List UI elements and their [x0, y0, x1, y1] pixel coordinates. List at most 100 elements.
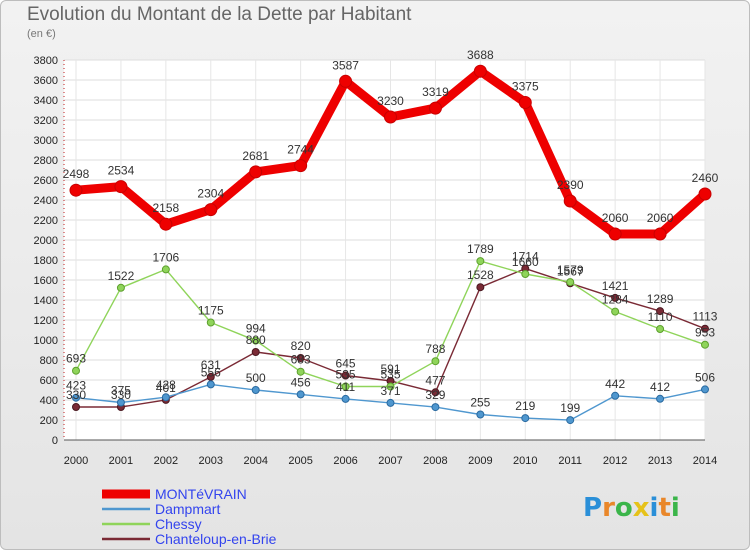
data-point: [384, 110, 397, 124]
x-tick-label: 2006: [333, 455, 357, 467]
data-label: 255: [470, 396, 490, 410]
logo-letter: i: [671, 493, 680, 523]
data-label: 219: [515, 399, 535, 413]
data-point: [566, 416, 575, 425]
data-label: 500: [246, 371, 266, 385]
data-label: 535: [336, 368, 356, 382]
data-label: 1579: [557, 263, 584, 277]
data-label: 3230: [377, 94, 404, 108]
data-label: 2060: [647, 211, 674, 225]
data-label: 1789: [467, 242, 494, 256]
data-point: [566, 278, 575, 287]
data-point: [521, 414, 530, 423]
data-label: 2158: [153, 201, 180, 215]
data-point: [431, 388, 440, 397]
data-point: [341, 371, 350, 380]
proxiti-logo: Proxiti: [583, 493, 680, 523]
data-label: 506: [695, 370, 715, 384]
data-label: 953: [695, 326, 715, 340]
data-point: [518, 96, 532, 109]
y-tick-label: 600: [40, 375, 58, 387]
legend-label: Chessy: [155, 516, 202, 532]
x-tick-label: 2010: [513, 455, 537, 467]
data-label: 2534: [108, 164, 135, 178]
data-label: 2060: [602, 211, 629, 225]
legend-label: MONTéVRAIN: [155, 486, 247, 502]
data-label: 1289: [647, 292, 674, 306]
data-label: 2390: [557, 178, 584, 192]
x-tick-label: 2007: [378, 455, 402, 467]
data-point: [249, 165, 263, 179]
data-label: 556: [201, 365, 221, 379]
data-label: 371: [380, 384, 400, 398]
data-label: 591: [380, 362, 400, 376]
y-tick-label: 3000: [34, 135, 58, 147]
logo-letter: o: [615, 493, 633, 523]
data-point: [476, 410, 485, 419]
data-point: [656, 325, 665, 333]
data-label: 477: [425, 373, 445, 387]
data-label: 456: [291, 375, 311, 389]
data-point: [476, 283, 485, 292]
data-point: [386, 398, 395, 407]
data-label: 2681: [242, 149, 269, 163]
data-label: 1421: [602, 279, 629, 293]
data-label: 1522: [108, 269, 135, 283]
data-point: [656, 307, 665, 316]
chart-subtitle: (en €): [27, 28, 56, 40]
data-point: [251, 336, 260, 345]
data-point: [116, 398, 125, 407]
data-point: [611, 307, 620, 316]
data-label: 412: [650, 380, 670, 394]
data-label: 1714: [512, 250, 539, 264]
data-label: 1175: [198, 304, 224, 318]
y-tick-label: 2600: [34, 175, 58, 187]
data-label: 2304: [197, 187, 224, 201]
data-label: 880: [246, 333, 266, 347]
y-tick-label: 1800: [34, 255, 58, 267]
axes: 0 200 400 600 800 1000 1200 1400 1600 1800 2000 220…: [34, 55, 718, 467]
data-point: [611, 293, 620, 302]
data-label: 1567: [557, 264, 584, 278]
data-point: [701, 385, 709, 394]
legend-label: Dampmart: [155, 501, 220, 517]
data-point: [161, 393, 170, 402]
data-point: [386, 382, 395, 391]
x-tick-label: 2003: [199, 455, 223, 467]
data-point: [161, 265, 170, 274]
data-point: [656, 394, 665, 403]
data-label: 2460: [692, 171, 719, 185]
data-point: [296, 354, 305, 362]
data-label: 788: [425, 342, 445, 356]
data-point: [608, 227, 622, 241]
data-point: [431, 403, 440, 412]
data-point: [341, 394, 350, 403]
x-tick-label: 2013: [648, 455, 672, 467]
data-label: 683: [291, 353, 311, 367]
logo-letter: t: [658, 493, 670, 523]
y-tick-label: 3600: [34, 75, 58, 87]
y-tick-label: 1400: [34, 295, 58, 307]
data-label: 2744: [287, 143, 314, 157]
x-tick-label: 2009: [468, 455, 492, 467]
data-point: [473, 64, 487, 78]
data-point: [476, 257, 485, 266]
x-tick-label: 2012: [603, 455, 627, 467]
data-point: [204, 203, 218, 217]
data-label: 1113: [693, 310, 718, 324]
x-tick-label: 2002: [154, 455, 178, 467]
data-label: 375: [111, 384, 131, 398]
data-point: [701, 340, 709, 349]
data-point: [563, 194, 577, 208]
x-tick-label: 2005: [288, 455, 312, 467]
y-tick-label: 800: [40, 355, 58, 367]
data-point: [428, 101, 442, 115]
data-label: 423: [66, 379, 86, 393]
x-tick-label: 2000: [64, 455, 88, 467]
logo-letter: i: [650, 493, 659, 523]
logo-letter: x: [633, 493, 650, 523]
y-tick-label: 200: [40, 415, 58, 427]
data-point: [296, 367, 305, 376]
y-tick-label: 2200: [34, 215, 58, 227]
